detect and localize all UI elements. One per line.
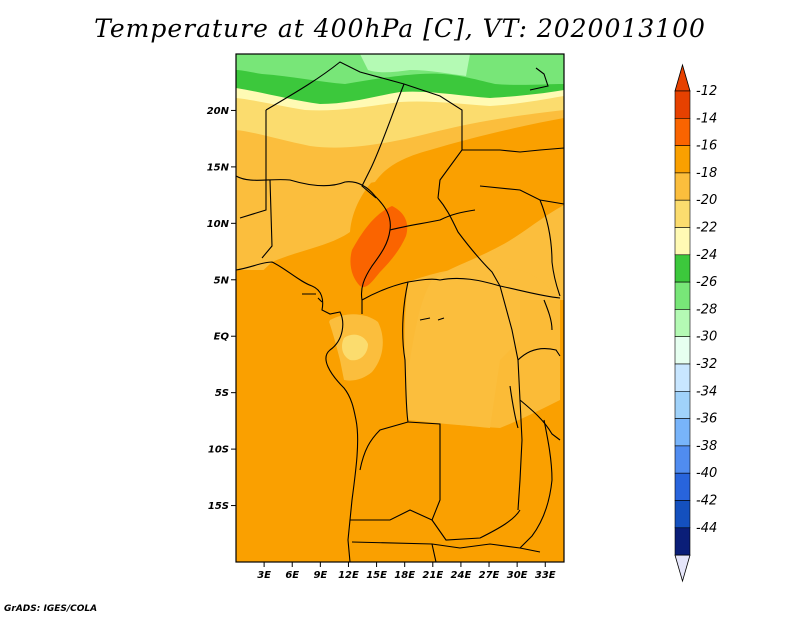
lon-label: 33E [535, 570, 556, 581]
colorbar-label: -28 [696, 302, 717, 317]
colorbar-label: -26 [696, 275, 717, 290]
colorbar-swatch [674, 418, 691, 447]
colorbar-label: -34 [696, 384, 717, 399]
colorbar-label: -36 [696, 412, 717, 427]
contour-band-minus-18-east [404, 266, 560, 428]
colorbar-swatch [674, 227, 691, 256]
lon-label: 18E [394, 570, 415, 581]
colorbar-label: -24 [696, 248, 717, 263]
lat-label: 15S [208, 501, 229, 512]
colorbar-swatch [674, 254, 691, 283]
lat-label: 10N [207, 219, 230, 230]
lon-label: 3E [257, 570, 271, 581]
colorbar-swatch [674, 527, 691, 556]
lat-label: EQ [214, 332, 230, 343]
lon-label: 9E [313, 570, 327, 581]
lon-label: 6E [285, 570, 299, 581]
contour-band-minus-20-congo [342, 334, 368, 361]
lon-label: 12E [338, 570, 359, 581]
longitude-axis: 3E 6E 9E 12E 15E 18E 21E 24E 27E 30E 33E [257, 562, 556, 581]
contour-band-minus-28 [360, 54, 470, 76]
grads-credit: GrADS: IGES/COLA [4, 604, 98, 614]
colorbar-swatch [674, 145, 691, 174]
lat-label: 5N [214, 275, 230, 286]
lon-label: 24E [451, 570, 472, 581]
colorbar-swatch [674, 90, 691, 119]
colorbar-label: -42 [696, 494, 717, 509]
colorbar-swatch [674, 118, 691, 146]
colorbar-swatch [674, 445, 691, 474]
lat-label: 15N [207, 162, 230, 173]
colorbar-swatch [674, 500, 691, 529]
lat-label: 20N [207, 106, 230, 117]
colorbar-swatch [674, 199, 691, 228]
colorbar-swatch [674, 363, 691, 392]
colorbar-bottom-arrow [674, 554, 691, 583]
colorbar-swatch [674, 309, 691, 337]
lon-label: 30E [507, 570, 528, 581]
colorbar-label: -30 [696, 330, 717, 345]
colorbar-swatch [674, 390, 691, 419]
colorbar-label: -32 [696, 357, 717, 372]
colorbar-label: -44 [696, 521, 717, 536]
temperature-field [236, 54, 564, 562]
latitude-axis: 20N 15N 10N 5N EQ 5S 10S 15S [207, 106, 236, 512]
map-title: Temperature at 400hPa [C], VT: 202001310… [94, 14, 706, 43]
lat-label: 5S [215, 388, 229, 399]
colorbar-swatch [674, 281, 691, 310]
lon-label: 27E [479, 570, 500, 581]
lon-label: 21E [422, 570, 443, 581]
country-borders [235, 61, 565, 563]
colorbar-label: -38 [696, 439, 717, 454]
colorbar-swatch [674, 472, 691, 501]
contour-band-minus-14 [350, 206, 408, 288]
colorbar: -12 -14 -16 -18 -20 -22 -24 -26 -28 -30 -32 -34 -36 -… [674, 63, 717, 583]
colorbar-top-arrow [674, 63, 691, 92]
colorbar-label: -18 [696, 166, 717, 181]
colorbar-label: -12 [696, 84, 717, 99]
lon-label: 15E [366, 570, 387, 581]
colorbar-label: -40 [696, 466, 717, 481]
colorbar-label: -14 [696, 111, 717, 126]
lat-label: 10S [208, 445, 229, 456]
colorbar-swatch [674, 336, 691, 365]
colorbar-swatch [674, 172, 691, 201]
colorbar-label: -16 [696, 139, 717, 154]
colorbar-label: -20 [696, 193, 717, 208]
colorbar-label: -22 [696, 221, 717, 236]
map-frame [235, 53, 565, 563]
